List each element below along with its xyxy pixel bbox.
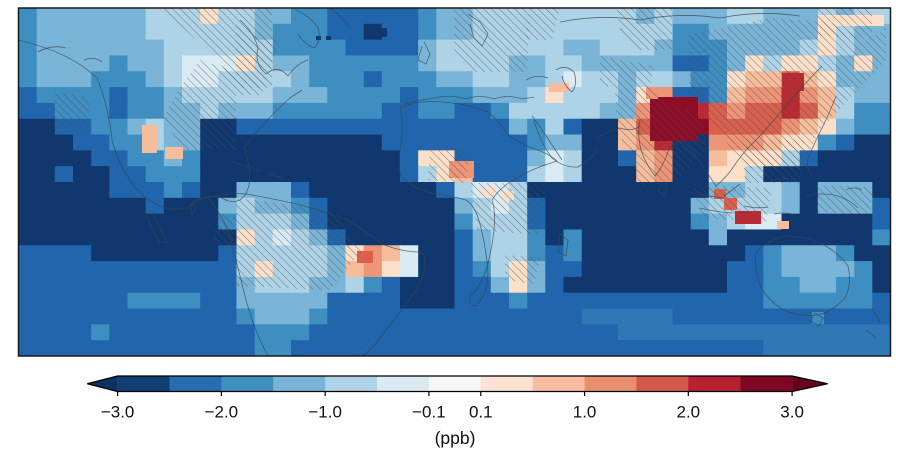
svg-text:3.0: 3.0 [780,403,804,422]
svg-text:0.1: 0.1 [469,403,493,422]
svg-text:1.0: 1.0 [573,403,597,422]
svg-text:−2.0: −2.0 [205,403,239,422]
svg-text:2.0: 2.0 [677,403,701,422]
svg-text:−1.0: −1.0 [308,403,342,422]
svg-text:(ppb): (ppb) [435,428,476,448]
svg-text:−3.0: −3.0 [101,403,135,422]
svg-text:−0.1: −0.1 [412,403,446,422]
